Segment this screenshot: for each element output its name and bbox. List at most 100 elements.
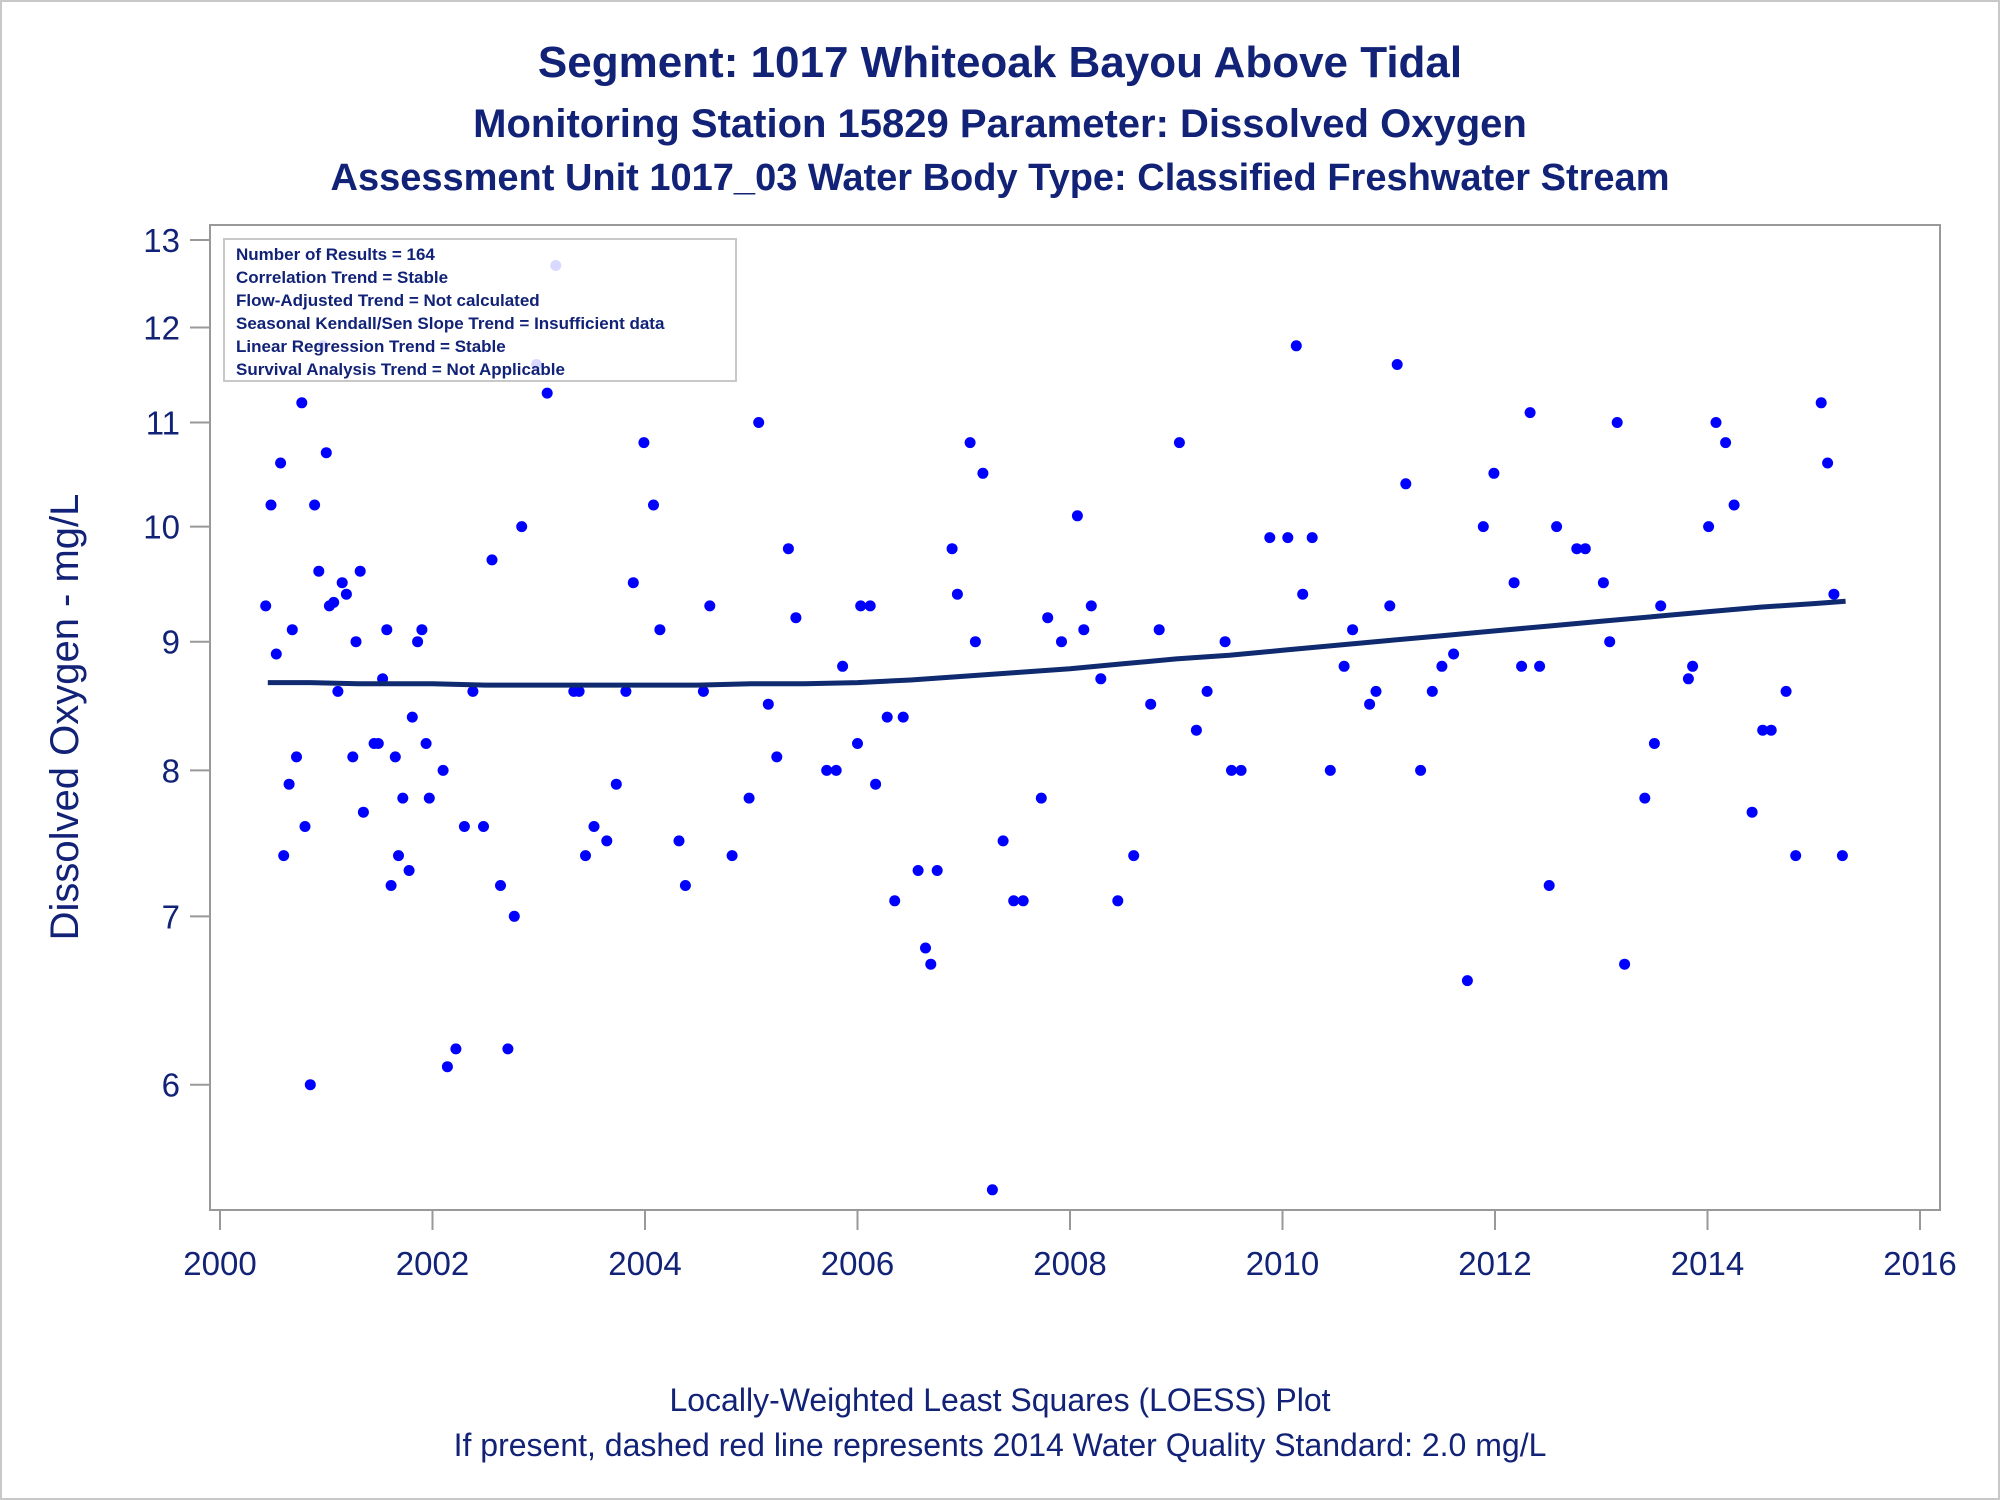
data-point (753, 417, 765, 428)
data-point (1710, 417, 1722, 428)
data-point (516, 521, 528, 533)
data-point (478, 821, 489, 832)
data-point (1516, 660, 1528, 672)
info-line: Seasonal Kendall/Sen Slope Trend = Insuf… (236, 314, 665, 333)
data-point (406, 711, 418, 723)
data-point (1488, 467, 1500, 479)
data-point (638, 437, 650, 449)
data-point (951, 588, 963, 600)
data-point (697, 685, 709, 697)
data-point (977, 467, 989, 479)
trend-info-box: Number of Results = 164 Correlation Trend… (223, 238, 737, 382)
data-point (332, 685, 344, 697)
data-point (1436, 660, 1448, 672)
data-point (296, 397, 308, 409)
data-point (508, 910, 520, 922)
y-tick-label: 7 (162, 898, 180, 935)
data-point (1720, 437, 1732, 449)
data-point (270, 648, 282, 660)
data-point (1448, 648, 1460, 660)
data-point (328, 596, 340, 608)
data-point (313, 565, 325, 577)
data-point (278, 850, 290, 862)
data-point (782, 543, 794, 555)
data-point (1008, 895, 1020, 907)
data-point (1571, 543, 1583, 555)
data-point (354, 565, 366, 577)
data-point (610, 778, 622, 790)
data-point (704, 600, 716, 612)
y-axis: 6 7 8 9 10 11 12 13 (143, 222, 211, 1210)
data-point (385, 880, 397, 891)
x-axis: 2000 2002 2004 2006 2008 2010 2012 2014 2016 (183, 1209, 1957, 1282)
x-tick-label: 2012 (1458, 1245, 1531, 1282)
info-line: Correlation Trend = Stable (236, 268, 448, 287)
data-point (286, 624, 298, 636)
data-point (1746, 806, 1758, 818)
data-point (403, 865, 415, 876)
x-tick-label: 2014 (1671, 1245, 1744, 1282)
data-point (1173, 437, 1185, 449)
info-line: Linear Regression Trend = Stable (236, 337, 506, 356)
data-point (1085, 600, 1097, 612)
data-point (1728, 499, 1740, 511)
data-point (588, 821, 600, 832)
data-point (762, 698, 774, 710)
data-point (283, 778, 295, 790)
data-point (1765, 724, 1777, 736)
data-point (420, 738, 432, 749)
data-point (1264, 532, 1276, 544)
data-point (1682, 673, 1694, 685)
data-point (1836, 850, 1848, 862)
data-point (580, 850, 591, 862)
data-point (1604, 636, 1616, 648)
data-point (1579, 543, 1591, 555)
x-tick-label: 2016 (1883, 1245, 1956, 1282)
data-point (837, 660, 849, 672)
info-line: Flow-Adjusted Trend = Not calculated (236, 291, 540, 310)
data-point (830, 764, 842, 776)
data-point (1619, 958, 1631, 970)
data-point (1828, 588, 1840, 600)
x-tick-label: 2008 (1033, 1245, 1106, 1282)
data-point (620, 685, 632, 697)
data-point (1282, 532, 1294, 544)
data-point (1306, 532, 1318, 544)
data-point (458, 821, 470, 832)
data-point (969, 636, 981, 648)
data-points (260, 260, 1848, 1196)
data-point (1112, 895, 1124, 907)
data-point (897, 711, 909, 723)
data-point (412, 636, 424, 648)
data-point (946, 543, 958, 555)
data-point (986, 1184, 998, 1196)
data-point (964, 437, 976, 449)
x-tick-label: 2010 (1246, 1245, 1319, 1282)
data-point (1364, 698, 1376, 710)
x-tick-label: 2006 (821, 1245, 894, 1282)
data-point (1648, 738, 1660, 749)
data-point (393, 850, 404, 862)
data-point (357, 806, 369, 818)
data-point (1384, 600, 1396, 612)
data-point (1078, 624, 1090, 636)
loess-line (267, 598, 1846, 688)
data-point (925, 958, 937, 970)
data-point (1056, 636, 1067, 648)
data-point (1035, 792, 1047, 804)
data-point (299, 821, 311, 832)
data-point (381, 624, 393, 636)
data-point (1703, 521, 1715, 533)
data-point (397, 792, 409, 804)
data-point (601, 835, 613, 847)
data-point (1297, 588, 1309, 600)
data-point (1290, 340, 1302, 352)
data-point (654, 624, 666, 636)
data-point (1508, 577, 1520, 589)
data-point (1190, 724, 1202, 736)
data-point (260, 600, 272, 612)
data-point (372, 738, 384, 749)
data-point (1400, 478, 1412, 490)
data-point (1235, 764, 1247, 776)
data-point (1790, 850, 1802, 862)
